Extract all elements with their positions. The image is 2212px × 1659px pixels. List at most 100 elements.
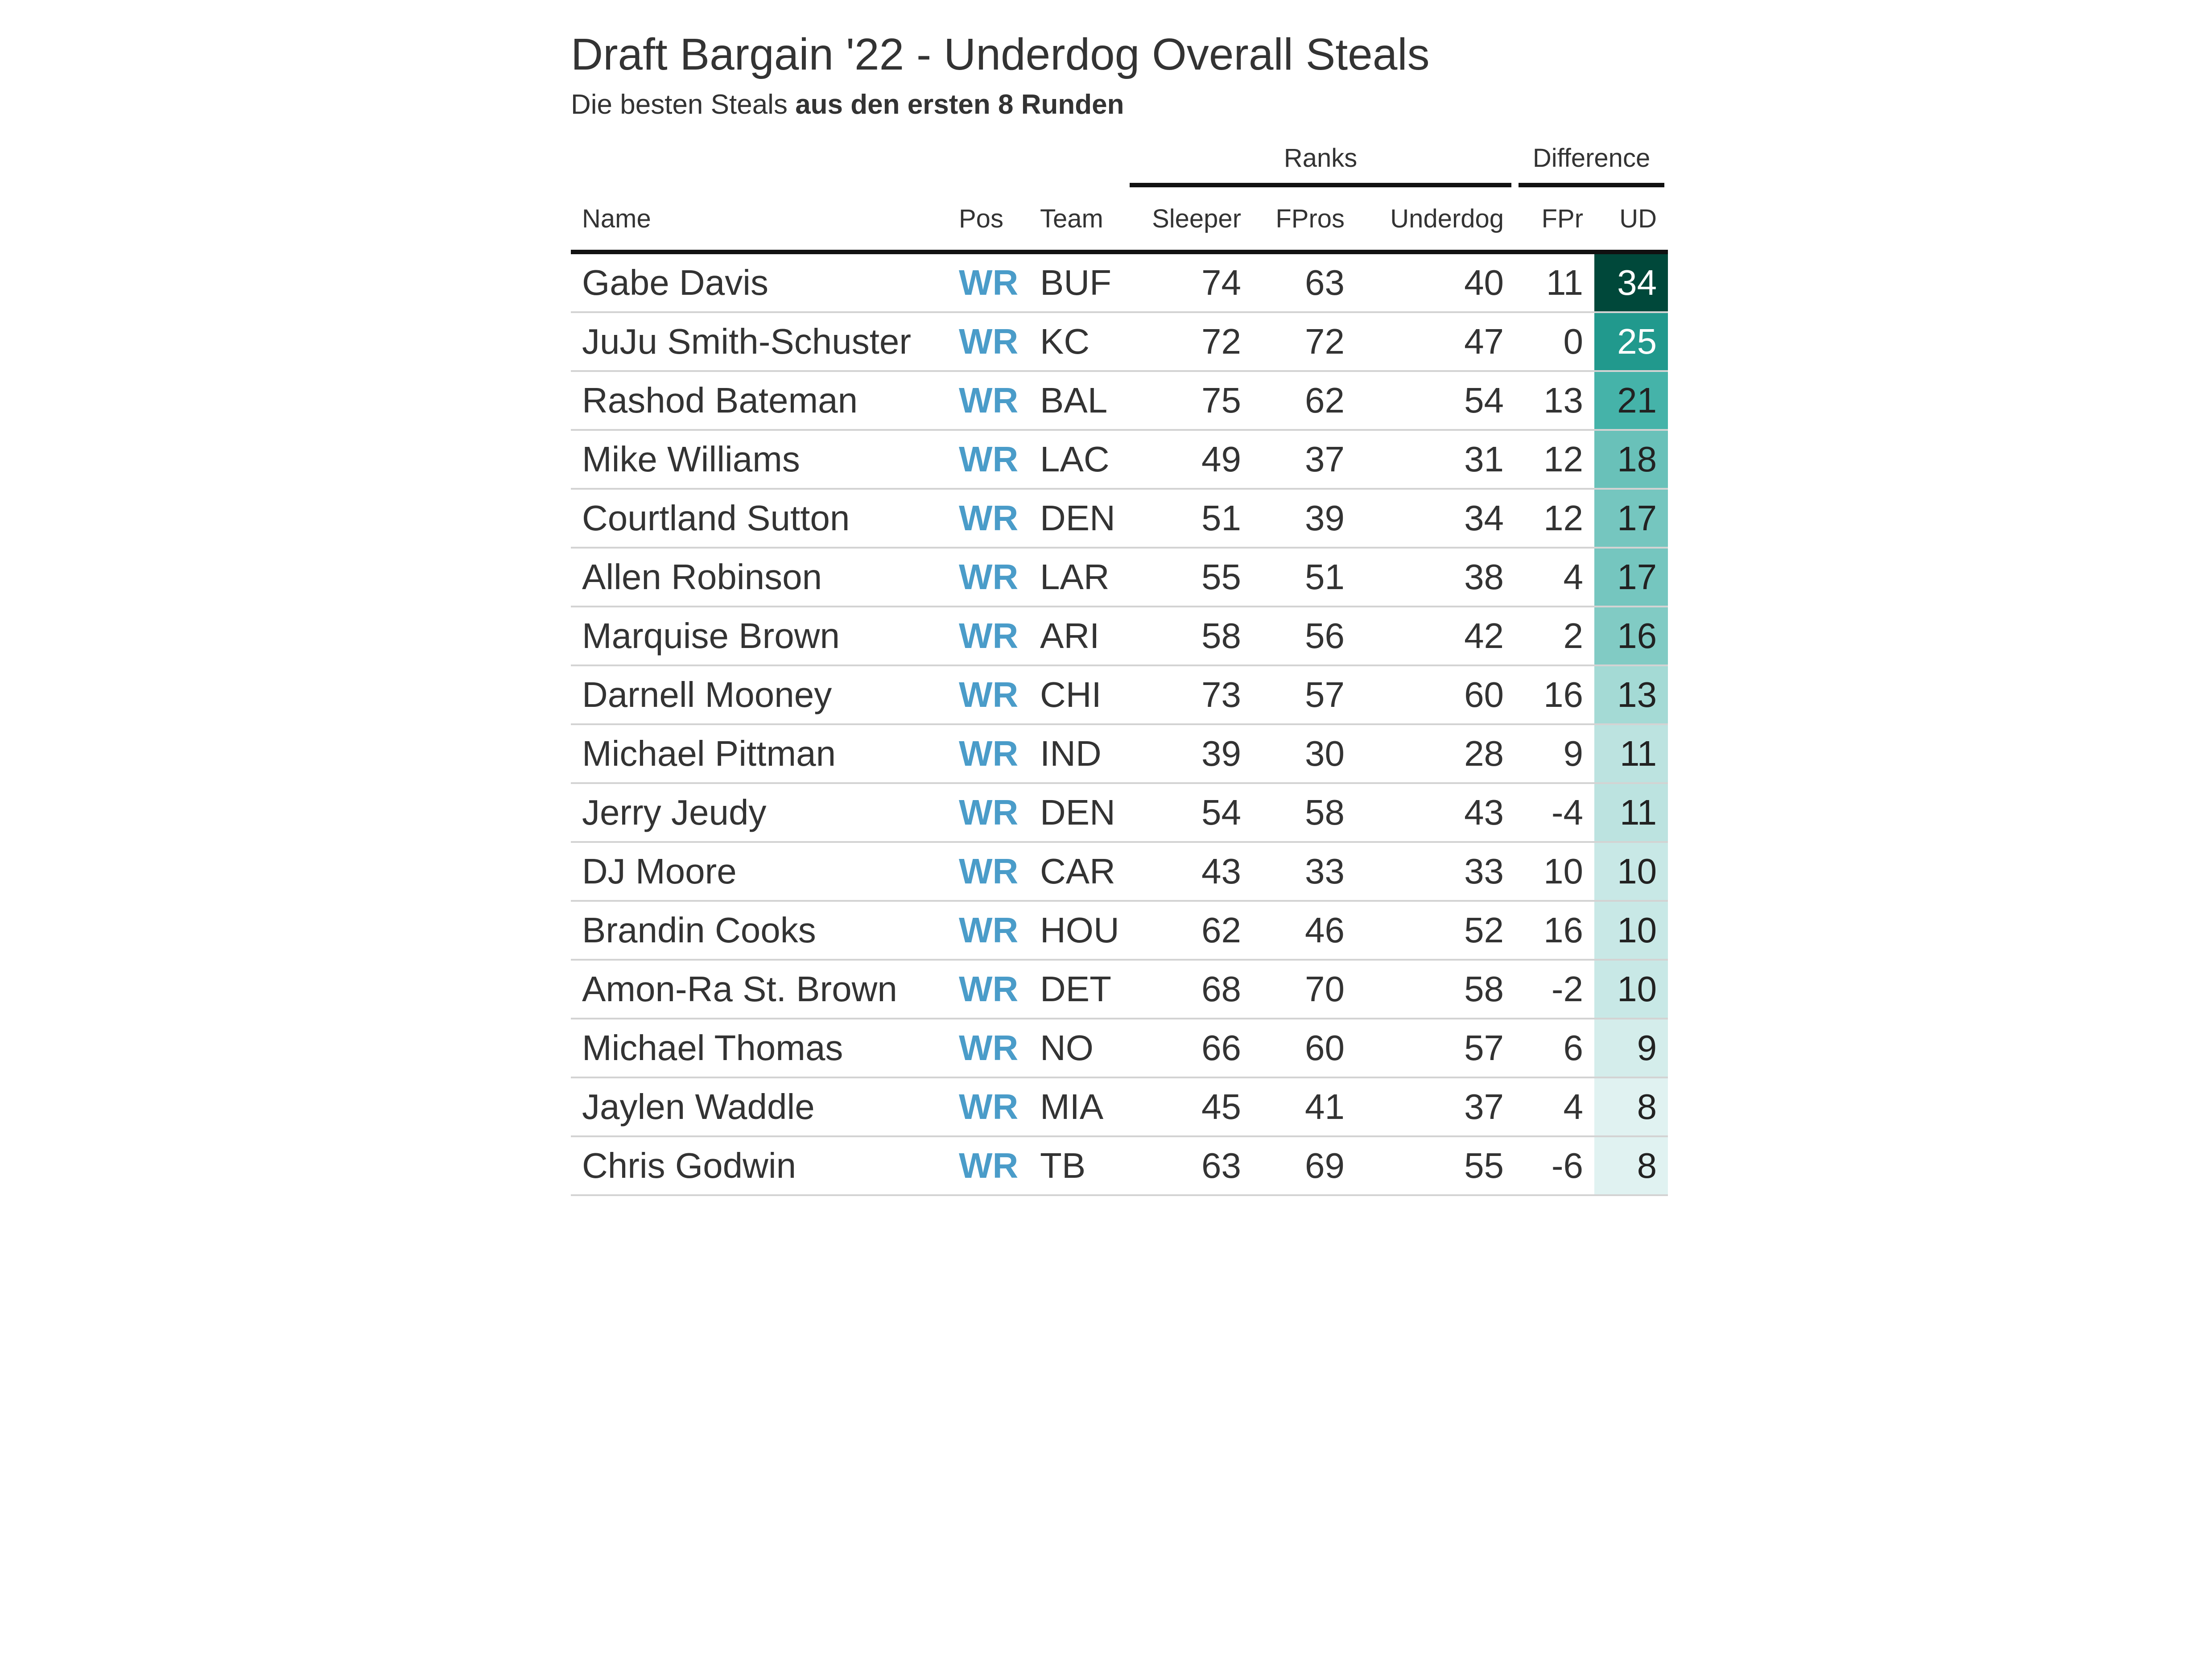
cell-team: MIA <box>1029 1077 1127 1137</box>
cell-name: Allen Robinson <box>571 548 948 607</box>
cell-rank-sleeper: 55 <box>1126 548 1253 607</box>
table-row: Darnell Mooney WR CHI 73 57 60 16 13 <box>571 665 1668 725</box>
cell-rank-sleeper: 58 <box>1126 607 1253 666</box>
cell-diff-ud: 17 <box>1594 489 1668 549</box>
spanner-row: Ranks Difference <box>571 143 1668 187</box>
cell-diff-fpros: 12 <box>1515 430 1595 490</box>
cell-name: JuJu Smith-Schuster <box>571 312 948 372</box>
cell-team: TB <box>1029 1136 1127 1196</box>
cell-rank-sleeper: 49 <box>1126 430 1253 490</box>
spanner-ranks: Ranks <box>1126 143 1515 187</box>
cell-rank-underdog: 47 <box>1356 312 1515 372</box>
cell-diff-fpros: -2 <box>1515 960 1595 1019</box>
cell-name: Chris Godwin <box>571 1136 948 1196</box>
steals-table: Ranks Difference Name Pos Team Sleeper F… <box>571 143 1668 1196</box>
cell-rank-underdog: 38 <box>1356 548 1515 607</box>
cell-rank-sleeper: 54 <box>1126 783 1253 843</box>
cell-diff-ud: 34 <box>1594 252 1668 313</box>
cell-position: WR <box>948 548 1029 607</box>
cell-name: Jerry Jeudy <box>571 783 948 843</box>
cell-rank-underdog: 60 <box>1356 665 1515 725</box>
cell-diff-ud: 10 <box>1594 842 1668 902</box>
cell-rank-underdog: 55 <box>1356 1136 1515 1196</box>
table-row: Jerry Jeudy WR DEN 54 58 43 -4 11 <box>571 783 1668 843</box>
cell-rank-underdog: 34 <box>1356 489 1515 549</box>
cell-name: Gabe Davis <box>571 252 948 313</box>
cell-diff-ud: 21 <box>1594 371 1668 431</box>
cell-rank-sleeper: 45 <box>1126 1077 1253 1137</box>
cell-position: WR <box>948 430 1029 490</box>
cell-team: CHI <box>1029 665 1127 725</box>
column-header-team: Team <box>1029 187 1127 254</box>
cell-diff-ud: 25 <box>1594 312 1668 372</box>
table-row: DJ Moore WR CAR 43 33 33 10 10 <box>571 842 1668 902</box>
cell-rank-underdog: 37 <box>1356 1077 1515 1137</box>
cell-name: Amon-Ra St. Brown <box>571 960 948 1019</box>
cell-diff-fpros: 2 <box>1515 607 1595 666</box>
cell-position: WR <box>948 1136 1029 1196</box>
cell-team: ARI <box>1029 607 1127 666</box>
table-row: JuJu Smith-Schuster WR KC 72 72 47 0 25 <box>571 312 1668 372</box>
cell-rank-fpros: 69 <box>1252 1136 1356 1196</box>
cell-rank-fpros: 60 <box>1252 1019 1356 1078</box>
cell-diff-fpros: -6 <box>1515 1136 1595 1196</box>
cell-diff-fpros: 16 <box>1515 901 1595 961</box>
cell-rank-underdog: 58 <box>1356 960 1515 1019</box>
cell-team: BUF <box>1029 252 1127 313</box>
cell-rank-sleeper: 43 <box>1126 842 1253 902</box>
spanner-difference: Difference <box>1515 143 1668 187</box>
table-row: Marquise Brown WR ARI 58 56 42 2 16 <box>571 607 1668 666</box>
cell-rank-fpros: 57 <box>1252 665 1356 725</box>
column-header-diff-ud: UD <box>1594 187 1668 254</box>
column-header-pos: Pos <box>948 187 1029 254</box>
cell-position: WR <box>948 607 1029 666</box>
cell-diff-fpros: 16 <box>1515 665 1595 725</box>
cell-rank-fpros: 33 <box>1252 842 1356 902</box>
cell-diff-ud: 11 <box>1594 783 1668 843</box>
cell-rank-underdog: 31 <box>1356 430 1515 490</box>
subtitle-plain: Die besten Steals <box>571 89 796 120</box>
cell-diff-fpros: 4 <box>1515 1077 1595 1137</box>
cell-rank-sleeper: 63 <box>1126 1136 1253 1196</box>
table-row: Courtland Sutton WR DEN 51 39 34 12 17 <box>571 489 1668 549</box>
cell-name: Brandin Cooks <box>571 901 948 961</box>
cell-position: WR <box>948 724 1029 784</box>
column-header-name: Name <box>571 187 948 254</box>
cell-rank-fpros: 30 <box>1252 724 1356 784</box>
cell-position: WR <box>948 901 1029 961</box>
cell-rank-sleeper: 73 <box>1126 665 1253 725</box>
table-row: Rashod Bateman WR BAL 75 62 54 13 21 <box>571 371 1668 431</box>
cell-name: Michael Thomas <box>571 1019 948 1078</box>
cell-name: Marquise Brown <box>571 607 948 666</box>
cell-rank-sleeper: 75 <box>1126 371 1253 431</box>
cell-diff-ud: 10 <box>1594 901 1668 961</box>
cell-rank-fpros: 37 <box>1252 430 1356 490</box>
cell-rank-sleeper: 68 <box>1126 960 1253 1019</box>
table-row: Chris Godwin WR TB 63 69 55 -6 8 <box>571 1136 1668 1196</box>
cell-name: Michael Pittman <box>571 724 948 784</box>
cell-position: WR <box>948 489 1029 549</box>
cell-rank-underdog: 28 <box>1356 724 1515 784</box>
cell-diff-fpros: 4 <box>1515 548 1595 607</box>
cell-rank-underdog: 42 <box>1356 607 1515 666</box>
cell-rank-fpros: 70 <box>1252 960 1356 1019</box>
cell-diff-fpros: 10 <box>1515 842 1595 902</box>
cell-team: NO <box>1029 1019 1127 1078</box>
cell-team: HOU <box>1029 901 1127 961</box>
cell-position: WR <box>948 371 1029 431</box>
cell-rank-underdog: 52 <box>1356 901 1515 961</box>
table-row: Michael Thomas WR NO 66 60 57 6 9 <box>571 1019 1668 1078</box>
cell-diff-ud: 18 <box>1594 430 1668 490</box>
cell-rank-sleeper: 39 <box>1126 724 1253 784</box>
cell-rank-underdog: 43 <box>1356 783 1515 843</box>
cell-name: Rashod Bateman <box>571 371 948 431</box>
cell-diff-fpros: -4 <box>1515 783 1595 843</box>
table-row: Mike Williams WR LAC 49 37 31 12 18 <box>571 430 1668 490</box>
cell-position: WR <box>948 1077 1029 1137</box>
cell-name: Jaylen Waddle <box>571 1077 948 1137</box>
cell-diff-ud: 8 <box>1594 1077 1668 1137</box>
cell-team: BAL <box>1029 371 1127 431</box>
cell-position: WR <box>948 312 1029 372</box>
cell-rank-sleeper: 66 <box>1126 1019 1253 1078</box>
cell-rank-sleeper: 51 <box>1126 489 1253 549</box>
